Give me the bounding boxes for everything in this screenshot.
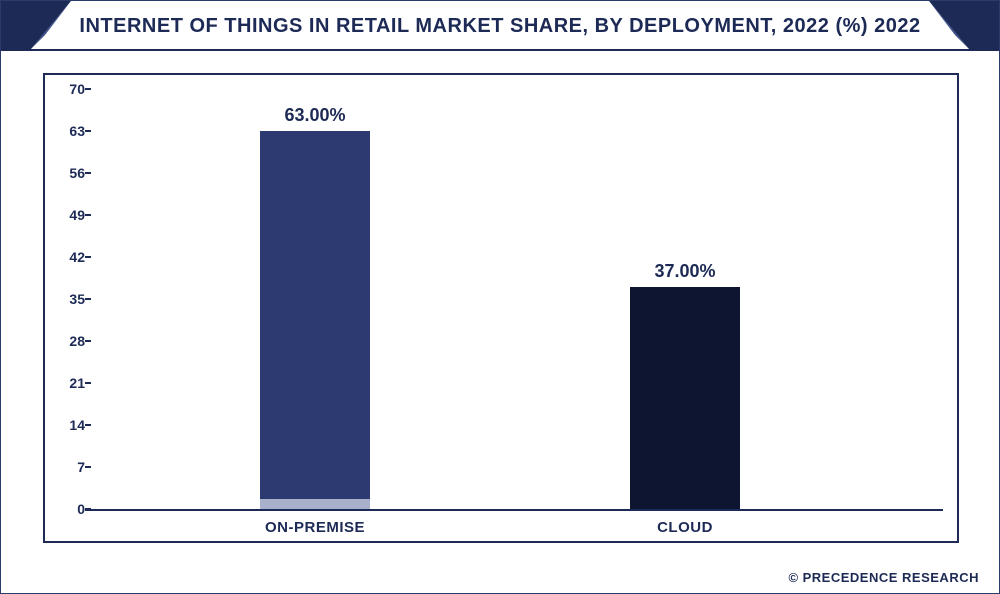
- y-tick-mark: [85, 340, 91, 342]
- footer-credit: © PRECEDENCE RESEARCH: [788, 570, 979, 585]
- y-tick-mark: [85, 130, 91, 132]
- bar-value-label: 63.00%: [215, 105, 415, 126]
- y-tick-label: 0: [55, 501, 85, 517]
- bar-category-label: CLOUD: [575, 519, 795, 536]
- y-tick-label: 70: [55, 81, 85, 97]
- y-tick-mark: [85, 424, 91, 426]
- plot-area: [85, 89, 943, 509]
- y-tick-label: 14: [55, 417, 85, 433]
- y-tick-mark: [85, 256, 91, 258]
- title-underline: [1, 49, 999, 51]
- chart-title: INTERNET OF THINGS IN RETAIL MARKET SHAR…: [79, 15, 920, 38]
- y-tick-mark: [85, 172, 91, 174]
- y-tick-mark: [85, 382, 91, 384]
- y-tick-label: 63: [55, 123, 85, 139]
- title-bar: INTERNET OF THINGS IN RETAIL MARKET SHAR…: [1, 1, 999, 51]
- x-axis-baseline: [85, 509, 943, 511]
- bar-category-label: ON-PREMISE: [205, 519, 425, 536]
- bar-value-label: 37.00%: [585, 261, 785, 282]
- y-tick-label: 7: [55, 459, 85, 475]
- y-tick-mark: [85, 88, 91, 90]
- y-axis: 07142128354249566370: [55, 89, 85, 509]
- corner-accent-top-left: [1, 1, 71, 49]
- y-tick-label: 49: [55, 207, 85, 223]
- corner-accent-top-right: [929, 1, 999, 49]
- y-tick-label: 35: [55, 291, 85, 307]
- y-tick-label: 21: [55, 375, 85, 391]
- y-tick-label: 42: [55, 249, 85, 265]
- y-tick-label: 56: [55, 165, 85, 181]
- y-tick-mark: [85, 298, 91, 300]
- y-tick-mark: [85, 466, 91, 468]
- y-tick-mark: [85, 214, 91, 216]
- bar: [630, 287, 740, 509]
- chart-root: INTERNET OF THINGS IN RETAIL MARKET SHAR…: [0, 0, 1000, 594]
- bar-base-accent: [260, 499, 370, 509]
- y-tick-label: 28: [55, 333, 85, 349]
- bar: [260, 131, 370, 509]
